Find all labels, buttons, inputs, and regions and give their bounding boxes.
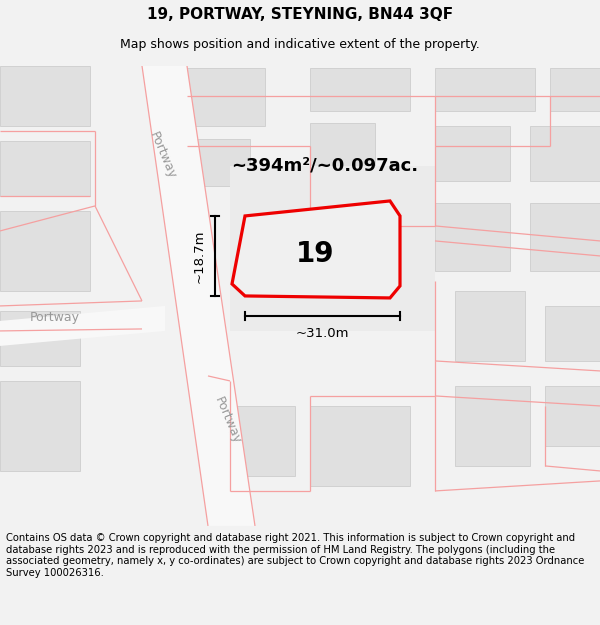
Text: Contains OS data © Crown copyright and database right 2021. This information is : Contains OS data © Crown copyright and d… [6,533,584,578]
Text: Map shows position and indicative extent of the property.: Map shows position and indicative extent… [120,38,480,51]
Bar [545,386,600,446]
Bar [455,291,525,361]
Text: 19, PORTWAY, STEYNING, BN44 3QF: 19, PORTWAY, STEYNING, BN44 3QF [147,8,453,22]
Bar [0,141,90,196]
Bar [0,211,90,291]
Bar [435,126,510,181]
Bar [0,311,80,366]
Bar [435,203,510,271]
Text: 19: 19 [296,240,334,268]
Text: ~18.7m: ~18.7m [193,229,205,282]
Bar [175,139,250,186]
Polygon shape [142,66,255,526]
Bar [0,66,90,126]
Bar [530,203,600,271]
Bar [310,406,410,486]
Bar [530,126,600,181]
Bar [435,68,535,111]
Bar [0,381,80,471]
Polygon shape [232,201,400,298]
Text: ~394m²/~0.097ac.: ~394m²/~0.097ac. [232,157,419,175]
Text: Portway: Portway [30,311,80,324]
Bar [310,123,375,171]
Text: Portway: Portway [147,131,179,181]
Polygon shape [0,306,165,346]
Text: Portway: Portway [212,396,244,446]
Bar [175,68,265,126]
Bar [310,68,410,111]
Bar [550,68,600,111]
Text: ~31.0m: ~31.0m [296,328,349,341]
Bar [545,306,600,361]
Bar [230,166,435,331]
Bar [455,386,530,466]
Bar [230,406,295,476]
